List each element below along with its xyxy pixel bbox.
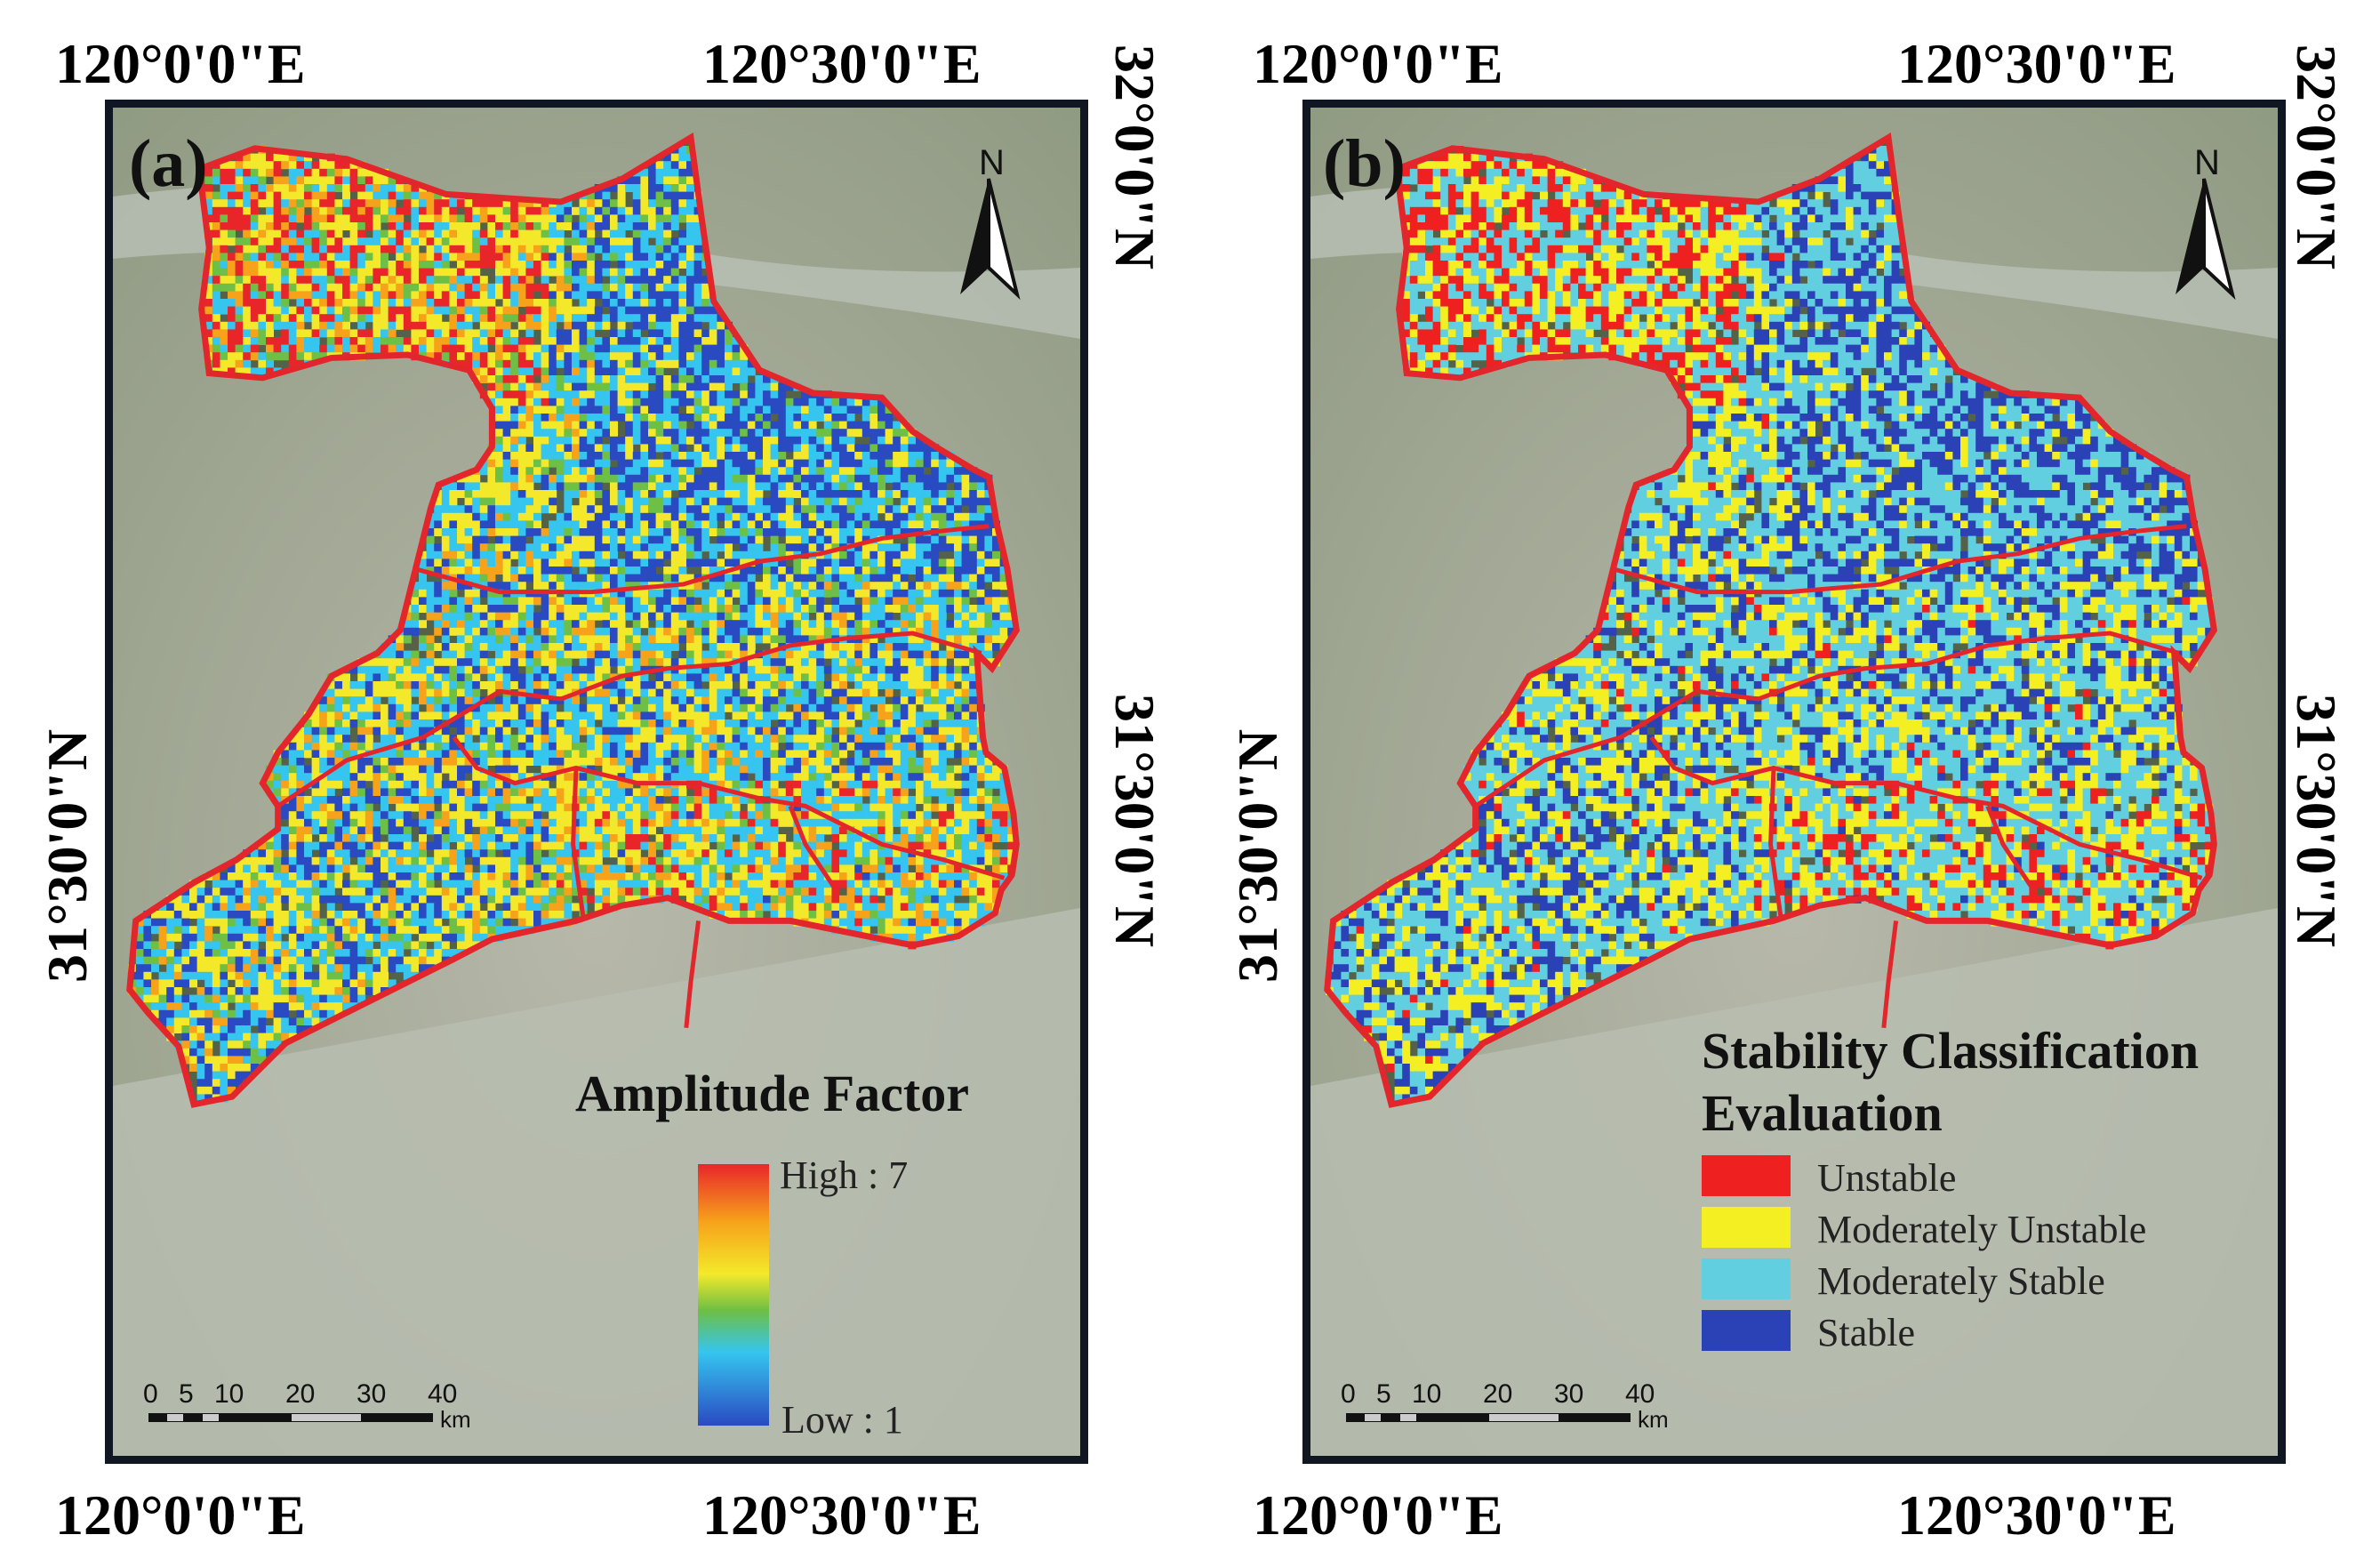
color-ramp <box>698 1164 769 1426</box>
legend-label-stable: Stable <box>1817 1311 1915 1354</box>
lat-label-top-right: 32°0'0"N <box>1103 44 1166 270</box>
lon-label-left-bottom: 120°0'0"E <box>55 1483 306 1547</box>
scale-tick-label: 20 <box>1483 1379 1513 1409</box>
legend-label-moderately-stable: Moderately Stable <box>1817 1259 2105 1303</box>
study-area-boundary-a <box>126 133 1021 1108</box>
north-arrow-icon <box>960 178 1021 301</box>
scale-tick-label: 10 <box>214 1379 244 1409</box>
panel-label-b: (b) <box>1323 126 1406 201</box>
lat-label-top-right: 32°0'0"N <box>2285 44 2348 270</box>
scale-bar-segment <box>148 1413 166 1422</box>
scale-tick-label: 0 <box>143 1379 158 1409</box>
north-letter: N <box>2194 143 2220 182</box>
legend-swatch-moderately-unstable <box>1702 1207 1791 1248</box>
raster-cells-b <box>1326 146 2214 1103</box>
scale-bar-segment <box>1382 1413 1399 1422</box>
legend-swatch-moderately-stable <box>1702 1258 1791 1299</box>
lon-label-right-bottom: 120°30'0"E <box>702 1483 982 1547</box>
scale-tick-label: 30 <box>1554 1379 1584 1409</box>
lon-label-left-bottom: 120°0'0"E <box>1253 1483 1503 1547</box>
scale-bar-a: 0 5 10 20 30 40 km <box>143 1379 682 1433</box>
scale-tick-label: 20 <box>285 1379 316 1409</box>
map-panel-b: 120°0'0"E 120°30'0"E 120°0'0"E 120°30'0"… <box>1190 0 2380 1551</box>
lon-label-left-top: 120°0'0"E <box>1253 32 1503 95</box>
raster-cells-a <box>128 146 1016 1103</box>
scale-tick-label: 5 <box>1376 1379 1391 1409</box>
legend-swatch-stable <box>1702 1310 1791 1351</box>
lon-label-right-bottom: 120°30'0"E <box>1897 1483 2176 1547</box>
lon-label-left-top: 120°0'0"E <box>55 32 306 95</box>
study-area-boundary-b <box>1324 133 2218 1108</box>
scale-bar-b: 0 5 10 20 30 40 km <box>1341 1379 1879 1433</box>
lat-label-mid-left: 31°30'0"N <box>36 728 99 983</box>
scale-unit-label: km <box>1638 1406 1669 1433</box>
legend-low-label: Low : 1 <box>781 1398 903 1442</box>
panel-label-a: (a) <box>129 126 208 201</box>
lat-label-mid-left: 31°30'0"N <box>1226 728 1289 983</box>
scale-bar-segment <box>362 1413 433 1422</box>
map-canvas-b <box>1310 108 2278 1456</box>
map-canvas-a <box>113 108 1080 1456</box>
district-boundaries-a <box>276 524 1006 1029</box>
legend-title-line1: Stability Classification <box>1702 1022 2200 1080</box>
legend-label-moderately-unstable: Moderately Unstable <box>1817 1208 2147 1251</box>
estuary-water-b <box>1310 908 2278 1456</box>
scale-bar-segment <box>220 1413 291 1422</box>
scale-bar-segment <box>1559 1413 1631 1422</box>
legend-title-line2: Evaluation <box>1702 1084 1943 1142</box>
district-boundaries-b <box>1474 524 2203 1029</box>
scale-bar-segment <box>166 1413 184 1422</box>
scale-bar-segment <box>1417 1413 1488 1422</box>
map-panel-a: 120°0'0"E 120°30'0"E 120°0'0"E 120°30'0"… <box>36 32 1166 1547</box>
lon-label-right-top: 120°30'0"E <box>1897 32 2176 95</box>
legend-swatch-unstable <box>1702 1155 1791 1196</box>
scale-tick-label: 5 <box>179 1379 194 1409</box>
scale-bar-segment <box>291 1413 362 1422</box>
scale-bar-segment <box>1399 1413 1417 1422</box>
scale-tick-label: 40 <box>1625 1379 1655 1409</box>
north-arrow-icon <box>2176 178 2236 301</box>
map-frame-a: (a) N Amplitude Factor High : 7 Low : 1 … <box>105 100 1088 1464</box>
map-frame-b: (b) N Stability Classification Evaluatio… <box>1302 100 2286 1464</box>
scale-tick-label: 0 <box>1341 1379 1356 1409</box>
scale-bar-segment <box>184 1413 202 1422</box>
scale-unit-label: km <box>440 1406 471 1433</box>
north-letter: N <box>979 143 1005 182</box>
scale-tick-label: 40 <box>428 1379 458 1409</box>
estuary-water-a <box>113 908 1080 1456</box>
scale-bar-segment <box>1346 1413 1364 1422</box>
lat-label-mid-right: 31°30'0"N <box>1103 694 1166 948</box>
legend-label-unstable: Unstable <box>1817 1156 1957 1200</box>
scale-bar-segment <box>1364 1413 1382 1422</box>
scale-bar-segment <box>1488 1413 1559 1422</box>
legend-title-a: Amplitude Factor <box>575 1065 969 1122</box>
lon-label-right-top: 120°30'0"E <box>702 32 982 95</box>
lat-label-mid-right: 31°30'0"N <box>2285 694 2348 948</box>
scale-tick-label: 10 <box>1412 1379 1442 1409</box>
scale-tick-label: 30 <box>357 1379 387 1409</box>
scale-bar-segment <box>202 1413 220 1422</box>
legend-high-label: High : 7 <box>780 1153 909 1197</box>
